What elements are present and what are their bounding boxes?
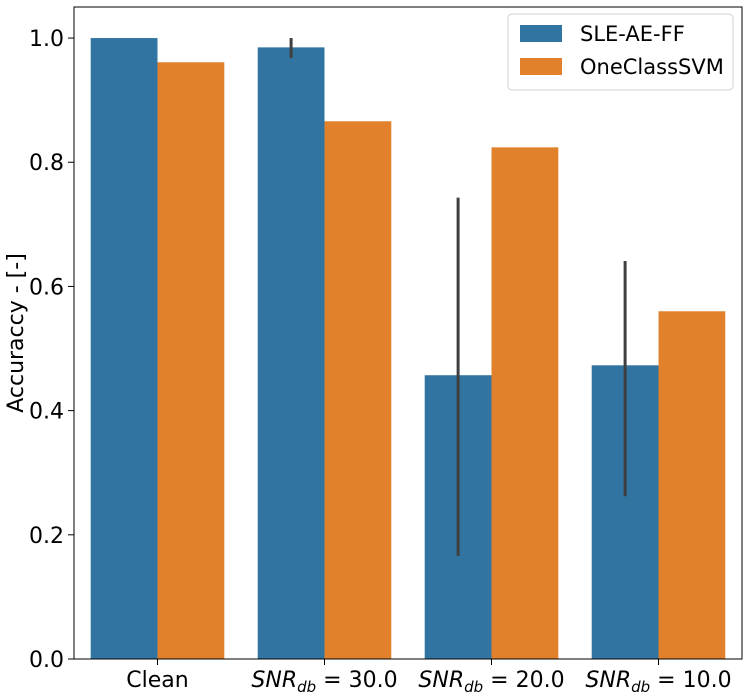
legend-box [507, 13, 734, 91]
bar-sle-ae-ff [90, 38, 158, 660]
y-tick-label: 0.6 [29, 275, 64, 300]
legend-label: SLE-AE-FF [580, 22, 685, 46]
y-axis: 0.0 0.2 0.4 0.6 0.8 1.0 [29, 27, 74, 673]
y-tick-label: 1.0 [29, 27, 64, 52]
y-axis-label: Accuraccy - [-] [4, 253, 29, 413]
y-tick-label: 0.0 [29, 648, 64, 673]
bars-group [90, 38, 726, 660]
x-tick-label: SNRdb = 30.0 [251, 668, 397, 696]
bar-oneclasssvm [491, 147, 559, 659]
y-tick-label: 0.2 [29, 524, 64, 549]
x-tick-label: Clean [126, 668, 188, 693]
legend: SLE-AE-FF OneClassSVM [507, 13, 734, 91]
x-tick-label: SNRdb = 20.0 [418, 668, 564, 696]
bar-sle-ae-ff [257, 47, 325, 660]
bar-oneclasssvm [324, 121, 392, 659]
plot-frame [73, 6, 743, 660]
error-bars-group [289, 38, 627, 556]
legend-swatch [520, 25, 562, 42]
x-tick-label: SNRdb = 10.0 [585, 668, 731, 696]
x-axis: Clean SNRdb = 30.0 SNRdb = 20.0 SNRdb = 10.… [126, 659, 732, 696]
y-tick-label: 0.4 [29, 400, 64, 425]
bar-oneclasssvm [658, 311, 726, 659]
legend-label: OneClassSVM [580, 55, 724, 79]
legend-swatch [520, 58, 562, 75]
bar-oneclasssvm [157, 62, 225, 659]
y-tick-label: 0.8 [29, 151, 64, 176]
